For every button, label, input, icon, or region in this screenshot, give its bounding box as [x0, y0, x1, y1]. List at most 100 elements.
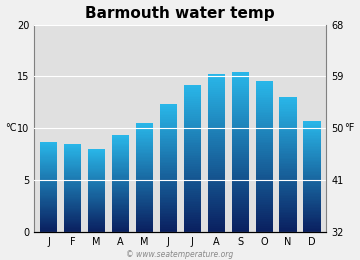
Bar: [40, 190, 57, 191]
Bar: [231, 214, 249, 216]
Bar: [160, 229, 177, 230]
Bar: [160, 176, 177, 178]
Bar: [160, 220, 177, 222]
Bar: [184, 129, 201, 131]
Bar: [231, 166, 249, 168]
Bar: [40, 178, 57, 179]
Bar: [231, 148, 249, 150]
Bar: [256, 205, 273, 207]
Bar: [88, 174, 105, 175]
Bar: [184, 95, 201, 98]
Bar: [160, 106, 177, 107]
Bar: [40, 144, 57, 145]
Bar: [40, 166, 57, 167]
Bar: [64, 157, 81, 158]
Bar: [184, 206, 201, 208]
Bar: [160, 161, 177, 163]
Bar: [208, 100, 225, 102]
Bar: [184, 143, 201, 145]
Bar: [184, 177, 201, 178]
Bar: [303, 126, 321, 128]
Bar: [208, 228, 225, 230]
Bar: [231, 162, 249, 164]
Bar: [64, 219, 81, 221]
Bar: [184, 116, 201, 118]
Bar: [303, 129, 321, 131]
Bar: [40, 171, 57, 172]
Bar: [88, 178, 105, 179]
Bar: [88, 216, 105, 217]
Bar: [208, 180, 225, 183]
Bar: [88, 230, 105, 231]
Bar: [64, 165, 81, 166]
Bar: [208, 104, 225, 106]
Bar: [40, 227, 57, 228]
Bar: [88, 192, 105, 193]
Bar: [256, 188, 273, 191]
Bar: [40, 156, 57, 157]
Bar: [64, 177, 81, 178]
Bar: [208, 186, 225, 188]
Bar: [279, 126, 297, 127]
Bar: [184, 167, 201, 169]
Bar: [40, 164, 57, 165]
Bar: [160, 131, 177, 133]
Bar: [88, 180, 105, 181]
Bar: [112, 175, 129, 176]
Bar: [184, 92, 201, 94]
Bar: [256, 222, 273, 224]
Bar: [160, 174, 177, 176]
Bar: [256, 217, 273, 219]
Bar: [88, 222, 105, 224]
Bar: [136, 207, 153, 209]
Bar: [112, 200, 129, 202]
Bar: [64, 203, 81, 204]
Bar: [160, 123, 177, 125]
Bar: [40, 228, 57, 230]
Bar: [112, 142, 129, 144]
Bar: [208, 226, 225, 228]
Bar: [279, 203, 297, 205]
Bar: [279, 220, 297, 222]
Bar: [64, 190, 81, 191]
Bar: [231, 216, 249, 218]
Bar: [64, 195, 81, 197]
Bar: [88, 231, 105, 232]
Bar: [208, 94, 225, 96]
Bar: [279, 225, 297, 227]
Bar: [112, 176, 129, 178]
Bar: [184, 178, 201, 180]
Bar: [208, 163, 225, 165]
Bar: [136, 134, 153, 135]
Bar: [88, 210, 105, 211]
Bar: [303, 175, 321, 176]
Bar: [256, 130, 273, 132]
Bar: [279, 183, 297, 185]
Bar: [256, 226, 273, 228]
Bar: [64, 161, 81, 162]
Bar: [256, 121, 273, 123]
Bar: [160, 119, 177, 120]
Bar: [160, 120, 177, 122]
Bar: [184, 112, 201, 114]
Bar: [40, 163, 57, 164]
Bar: [279, 230, 297, 232]
Bar: [88, 160, 105, 161]
Bar: [40, 165, 57, 166]
Bar: [208, 196, 225, 198]
Bar: [303, 144, 321, 146]
Bar: [303, 133, 321, 135]
Bar: [160, 200, 177, 202]
Bar: [279, 99, 297, 100]
Bar: [208, 139, 225, 141]
Bar: [231, 220, 249, 222]
Bar: [256, 115, 273, 117]
Bar: [40, 207, 57, 208]
Bar: [231, 204, 249, 206]
Bar: [208, 183, 225, 185]
Bar: [136, 213, 153, 214]
Bar: [88, 208, 105, 209]
Bar: [208, 108, 225, 110]
Bar: [40, 154, 57, 155]
Bar: [208, 230, 225, 232]
